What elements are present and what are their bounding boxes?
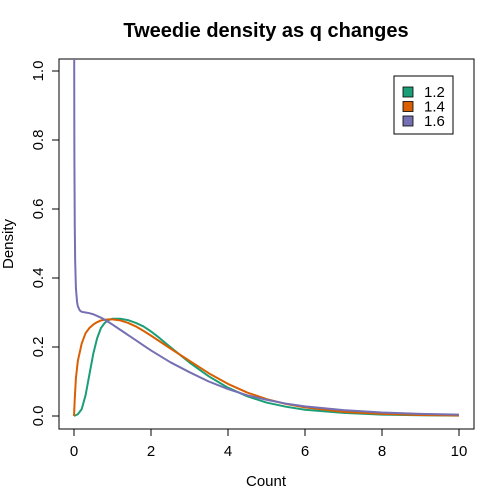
chart-title: Tweedie density as q changes: [123, 20, 408, 42]
x-tick-label: 6: [301, 443, 309, 460]
x-tick-label: 0: [70, 443, 78, 460]
legend-label: 1.6: [424, 113, 445, 130]
x-tick-label: 4: [224, 443, 232, 460]
legend-label: 1.2: [424, 84, 445, 101]
x-tick-label: 10: [451, 443, 468, 460]
y-tick-label: 0.6: [30, 199, 47, 220]
legend-swatch: [402, 86, 414, 98]
series-lines: [73, 59, 460, 417]
y-tick-label: 0.2: [30, 337, 47, 358]
legend: 1.21.41.6: [393, 75, 454, 135]
legend-swatch: [402, 115, 414, 127]
y-tick-label: 0.0: [30, 406, 47, 427]
y-tick-label: 0.8: [30, 130, 47, 151]
y-axis-label: Density: [0, 218, 17, 269]
series-line-1-2: [73, 317, 460, 417]
y-tick-label: 1.0: [30, 61, 47, 82]
legend-swatch: [402, 101, 414, 112]
x-axis-label: Count: [246, 473, 287, 490]
x-tick-label: 8: [378, 443, 386, 460]
series-line-1-6: [73, 59, 460, 416]
x-axis: 0 2 4 6 8 10: [70, 428, 468, 460]
y-axis: 0.0 0.2 0.4 0.6 0.8 1.0: [30, 61, 60, 427]
x-tick-label: 2: [147, 443, 155, 460]
y-tick-label: 0.4: [30, 268, 47, 289]
legend-label: 1.4: [424, 99, 445, 116]
